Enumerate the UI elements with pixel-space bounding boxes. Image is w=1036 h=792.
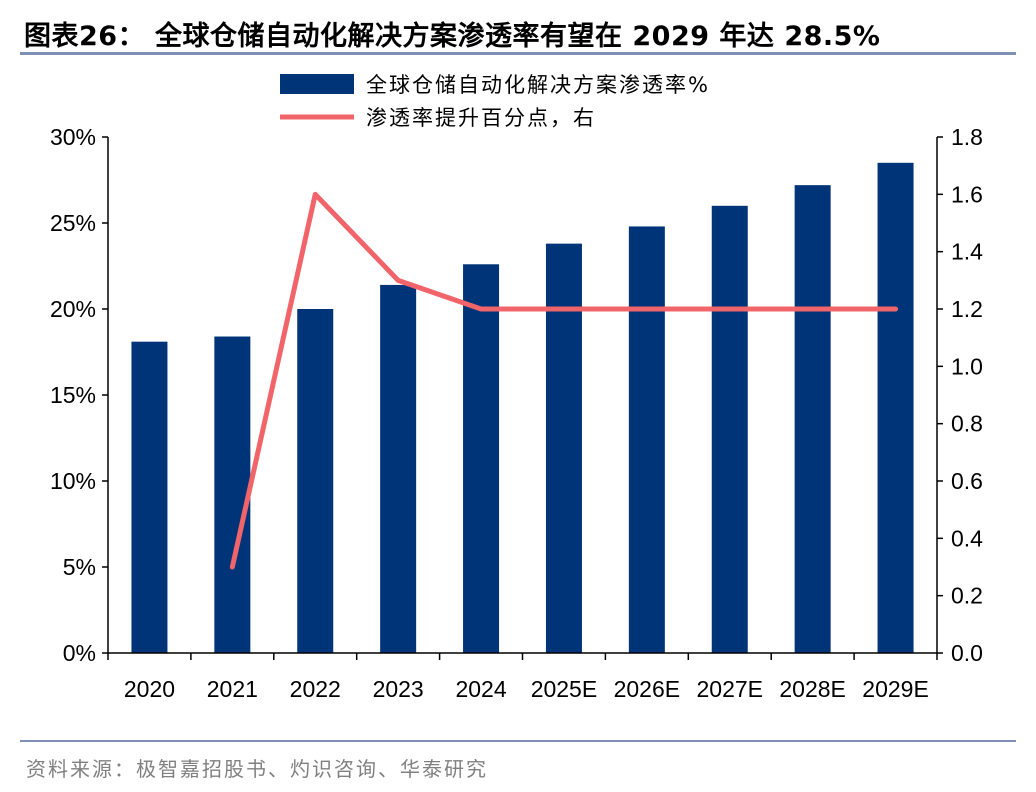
right-tick-label: 1.2 (951, 296, 983, 322)
legend-bar-swatch (280, 74, 354, 94)
x-tick-label: 2020 (124, 676, 175, 702)
right-tick-label: 0.4 (951, 525, 983, 551)
x-tick-label: 2021 (207, 676, 258, 702)
right-tick-label: 1.6 (951, 181, 983, 207)
x-tick-label: 2022 (290, 676, 341, 702)
x-tick-label: 2024 (455, 676, 506, 702)
left-tick-label: 25% (50, 210, 96, 236)
footer-divider (20, 740, 1016, 742)
bar-2022 (297, 309, 334, 653)
bar-2020 (131, 341, 168, 653)
bar-2024 (463, 264, 500, 653)
x-tick-label: 2027E (696, 676, 763, 702)
legend-line-label: 渗透率提升百分点，右 (366, 106, 596, 130)
bar-2027E (711, 205, 748, 654)
x-tick-label: 2028E (779, 676, 846, 702)
bar-2029E (877, 162, 914, 654)
left-tick-label: 10% (50, 468, 96, 494)
bar-2021 (214, 336, 251, 653)
left-tick-label: 5% (63, 554, 96, 580)
bar-2028E (794, 185, 831, 653)
bar-2025E (545, 243, 582, 653)
right-tick-label: 1.8 (951, 124, 983, 150)
left-tick-label: 30% (50, 124, 96, 150)
x-tick-label: 2025E (531, 676, 598, 702)
right-tick-label: 0.0 (951, 640, 983, 666)
chart-title: 图表26： 全球仓储自动化解决方案渗透率有望在 2029 年达 28.5% (24, 21, 881, 52)
x-tick-label: 2023 (373, 676, 424, 702)
right-tick-label: 0.8 (951, 411, 983, 437)
left-tick-label: 15% (50, 382, 96, 408)
right-tick-label: 0.6 (951, 468, 983, 494)
left-tick-label: 0% (63, 640, 96, 666)
right-tick-label: 1.0 (951, 353, 983, 379)
x-tick-label: 2026E (614, 676, 681, 702)
source-note: 资料来源：极智嘉招股书、灼识咨询、华泰研究 (26, 757, 488, 781)
bar-2026E (628, 226, 665, 653)
right-tick-label: 0.2 (951, 583, 983, 609)
bar-2023 (380, 284, 417, 653)
bar-series (131, 162, 914, 654)
x-tick-label: 2029E (862, 676, 929, 702)
legend: 全球仓储自动化解决方案渗透率% 渗透率提升百分点，右 (280, 73, 710, 130)
left-tick-label: 20% (50, 296, 96, 322)
title-divider (20, 52, 1016, 55)
line-series (229, 191, 899, 570)
axes: 0% 5% 10% 15% 20% 25% 30% 0.0 0.2 0.4 0.6 0.8 1.0 1.2… (50, 124, 983, 702)
right-tick-label: 1.4 (951, 239, 983, 265)
chart-svg: 全球仓储自动化解决方案渗透率% 渗透率提升百分点，右 0% 5% 10% 15% 20%… (50, 73, 983, 702)
legend-bar-label: 全球仓储自动化解决方案渗透率% (366, 73, 710, 97)
